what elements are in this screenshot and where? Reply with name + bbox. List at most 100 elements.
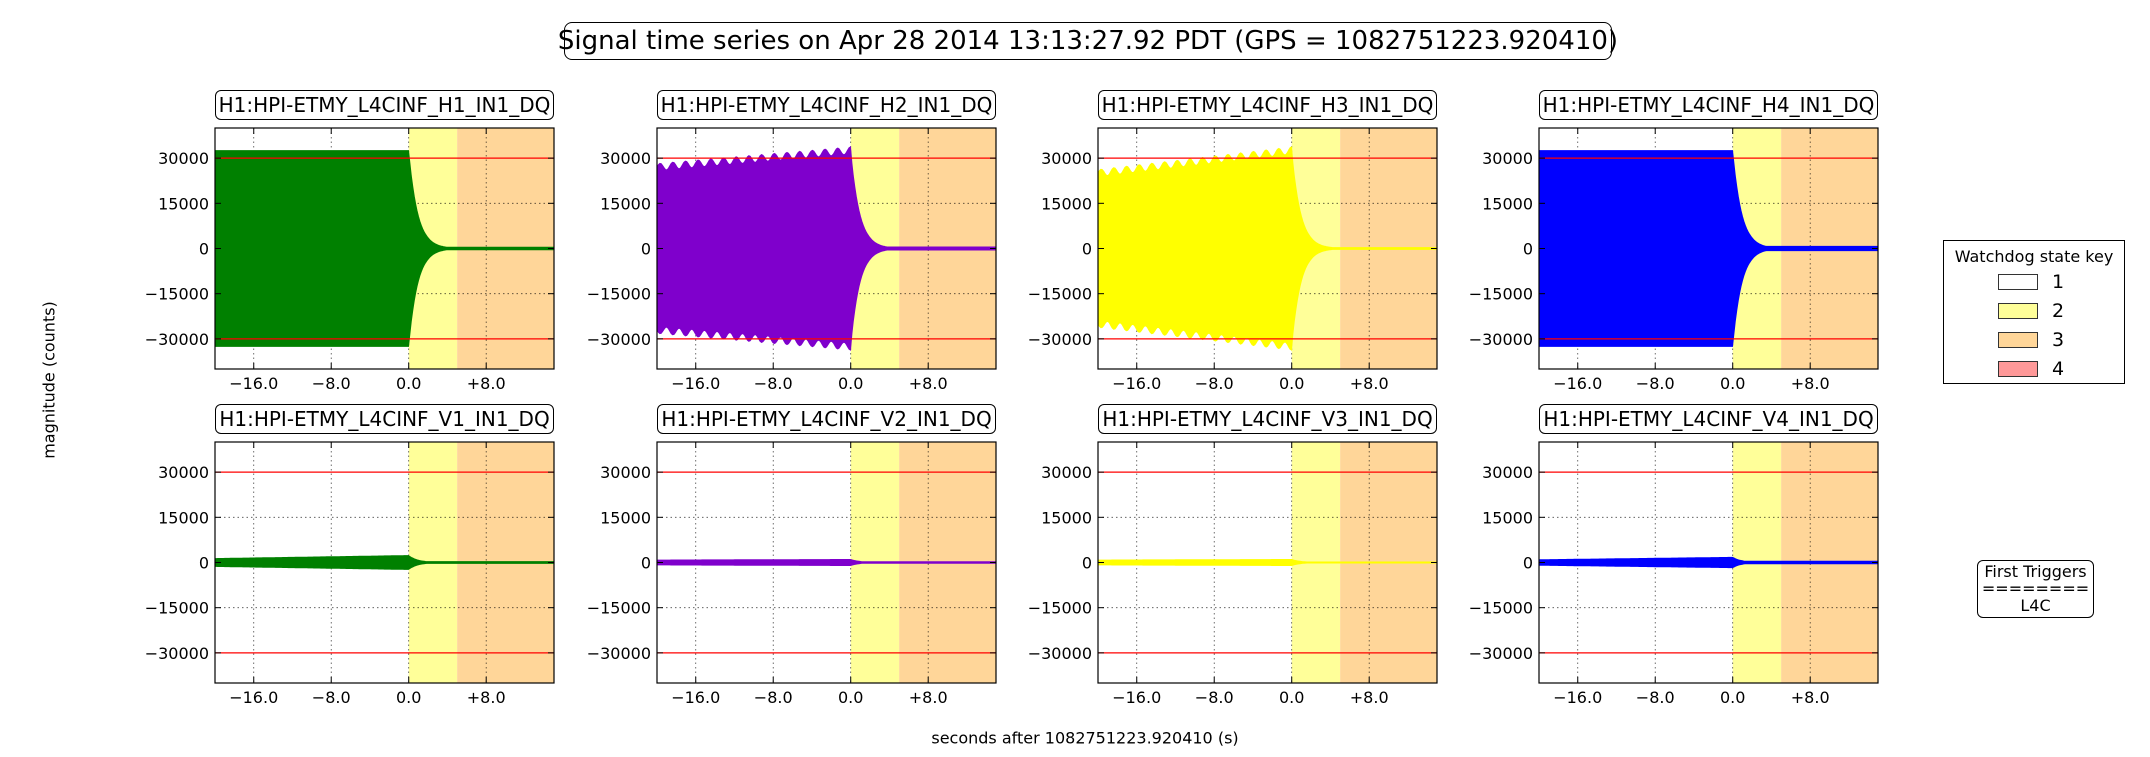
- x-tick-label: −8.0: [754, 374, 793, 393]
- y-tick-label: 15000: [1041, 194, 1092, 213]
- y-tick-label: −30000: [1028, 644, 1092, 663]
- x-tick-label: −16.0: [1553, 374, 1602, 393]
- panel: 30000 15000 0 −15000 −30000 −16.0 −8.0 0.0 +8.0: [1028, 127, 1438, 393]
- panel: 30000 15000 0 −15000 −30000 −16.0 −8.0 0.0 +8.0: [145, 441, 555, 707]
- y-tick-label: 0: [1523, 554, 1533, 573]
- triggers-title: First Triggers: [1984, 562, 2087, 581]
- y-tick-label: 0: [641, 240, 651, 259]
- legend-swatch: [1998, 274, 2038, 290]
- x-tick-label: +8.0: [1350, 688, 1389, 707]
- x-axis-label: seconds after 1082751223.920410 (s): [931, 728, 1239, 748]
- y-tick-label: 30000: [158, 149, 209, 168]
- y-tick-label: 30000: [600, 463, 651, 482]
- y-tick-label: 15000: [158, 194, 209, 213]
- x-tick-label: −8.0: [754, 688, 793, 707]
- panel-title: H1:HPI-ETMY_L4CINF_H2_IN1_DQ: [657, 90, 996, 120]
- x-tick-label: −8.0: [1636, 374, 1675, 393]
- x-tick-label: −16.0: [671, 374, 720, 393]
- panel-title: H1:HPI-ETMY_L4CINF_H4_IN1_DQ: [1539, 90, 1878, 120]
- panel-title: H1:HPI-ETMY_L4CINF_H1_IN1_DQ: [215, 90, 554, 120]
- x-tick-label: 0.0: [396, 374, 421, 393]
- x-tick-label: +8.0: [1350, 374, 1389, 393]
- legend-label: 2: [2052, 300, 2065, 322]
- y-tick-label: −30000: [1469, 644, 1533, 663]
- panel: 30000 15000 0 −15000 −30000 −16.0 −8.0 0.0 +8.0: [1469, 127, 1879, 393]
- legend-entry: 1: [1998, 271, 2064, 293]
- x-tick-label: 0.0: [396, 688, 421, 707]
- y-tick-label: 30000: [600, 149, 651, 168]
- y-tick-label: −15000: [587, 599, 651, 618]
- y-tick-label: 30000: [158, 463, 209, 482]
- y-tick-label: −30000: [1028, 330, 1092, 349]
- y-tick-label: −15000: [1469, 599, 1533, 618]
- y-tick-label: 0: [199, 240, 209, 259]
- y-axis-label: magnitude (counts): [39, 301, 59, 459]
- x-tick-label: +8.0: [467, 688, 506, 707]
- y-tick-label: 15000: [600, 194, 651, 213]
- x-tick-label: +8.0: [467, 374, 506, 393]
- y-tick-label: 15000: [158, 508, 209, 527]
- y-tick-label: 0: [1082, 554, 1092, 573]
- x-tick-label: −16.0: [1112, 688, 1161, 707]
- legend-title: Watchdog state key: [1954, 247, 2114, 266]
- legend-swatch: [1998, 303, 2038, 319]
- y-tick-label: 15000: [1482, 194, 1533, 213]
- legend-swatch: [1998, 361, 2038, 377]
- y-tick-label: −15000: [145, 599, 209, 618]
- trigger-item: L4C: [2020, 596, 2051, 615]
- x-tick-label: −8.0: [1195, 688, 1234, 707]
- x-tick-label: −16.0: [1553, 688, 1602, 707]
- x-tick-label: −8.0: [1195, 374, 1234, 393]
- y-tick-label: 0: [1082, 240, 1092, 259]
- x-tick-label: 0.0: [838, 374, 863, 393]
- legend-label: 3: [2052, 329, 2065, 351]
- panel: 30000 15000 0 −15000 −30000 −16.0 −8.0 0.0 +8.0: [1028, 441, 1438, 707]
- legend-entry: 4: [1998, 358, 2064, 380]
- x-tick-label: 0.0: [1279, 688, 1304, 707]
- panel-title: H1:HPI-ETMY_L4CINF_V1_IN1_DQ: [215, 404, 554, 434]
- watchdog-legend: Watchdog state key 1 2 3 4: [1943, 240, 2125, 384]
- x-tick-label: 0.0: [1720, 374, 1745, 393]
- legend-label: 1: [2052, 271, 2065, 293]
- x-tick-label: +8.0: [909, 374, 948, 393]
- legend-swatch: [1998, 332, 2038, 348]
- x-tick-label: −16.0: [671, 688, 720, 707]
- x-tick-label: −8.0: [1636, 688, 1675, 707]
- y-tick-label: 0: [199, 554, 209, 573]
- y-tick-label: 30000: [1041, 149, 1092, 168]
- x-tick-label: +8.0: [1791, 688, 1830, 707]
- y-tick-label: −30000: [587, 644, 651, 663]
- y-tick-label: 0: [641, 554, 651, 573]
- triggers-separator: ========: [1981, 579, 2090, 598]
- y-tick-label: 15000: [1041, 508, 1092, 527]
- x-tick-label: −8.0: [312, 688, 351, 707]
- y-tick-label: −15000: [1028, 285, 1092, 304]
- y-tick-label: −30000: [1469, 330, 1533, 349]
- y-tick-label: 30000: [1041, 463, 1092, 482]
- panel-title: H1:HPI-ETMY_L4CINF_H3_IN1_DQ: [1098, 90, 1437, 120]
- panel-title: H1:HPI-ETMY_L4CINF_V3_IN1_DQ: [1098, 404, 1437, 434]
- y-tick-label: −15000: [1028, 599, 1092, 618]
- y-tick-label: −30000: [145, 644, 209, 663]
- x-tick-label: −16.0: [229, 374, 278, 393]
- x-tick-label: −8.0: [312, 374, 351, 393]
- x-tick-label: 0.0: [1279, 374, 1304, 393]
- x-tick-label: 0.0: [838, 688, 863, 707]
- panel: 30000 15000 0 −15000 −30000 −16.0 −8.0 0.0 +8.0: [587, 441, 997, 707]
- x-tick-label: +8.0: [1791, 374, 1830, 393]
- legend-entry: 2: [1998, 300, 2064, 322]
- panel-title: H1:HPI-ETMY_L4CINF_V2_IN1_DQ: [657, 404, 996, 434]
- panel: 30000 15000 0 −15000 −30000 −16.0 −8.0 0.0 +8.0: [145, 127, 555, 393]
- y-tick-label: 15000: [1482, 508, 1533, 527]
- y-tick-label: 15000: [600, 508, 651, 527]
- y-tick-label: 0: [1523, 240, 1533, 259]
- y-tick-label: −30000: [587, 330, 651, 349]
- y-tick-label: −15000: [587, 285, 651, 304]
- legend-label: 4: [2052, 358, 2065, 380]
- x-tick-label: 0.0: [1720, 688, 1745, 707]
- panel: 30000 15000 0 −15000 −30000 −16.0 −8.0 0.0 +8.0: [1469, 441, 1879, 707]
- x-tick-label: −16.0: [229, 688, 278, 707]
- x-tick-label: −16.0: [1112, 374, 1161, 393]
- panel-title: H1:HPI-ETMY_L4CINF_V4_IN1_DQ: [1539, 404, 1878, 434]
